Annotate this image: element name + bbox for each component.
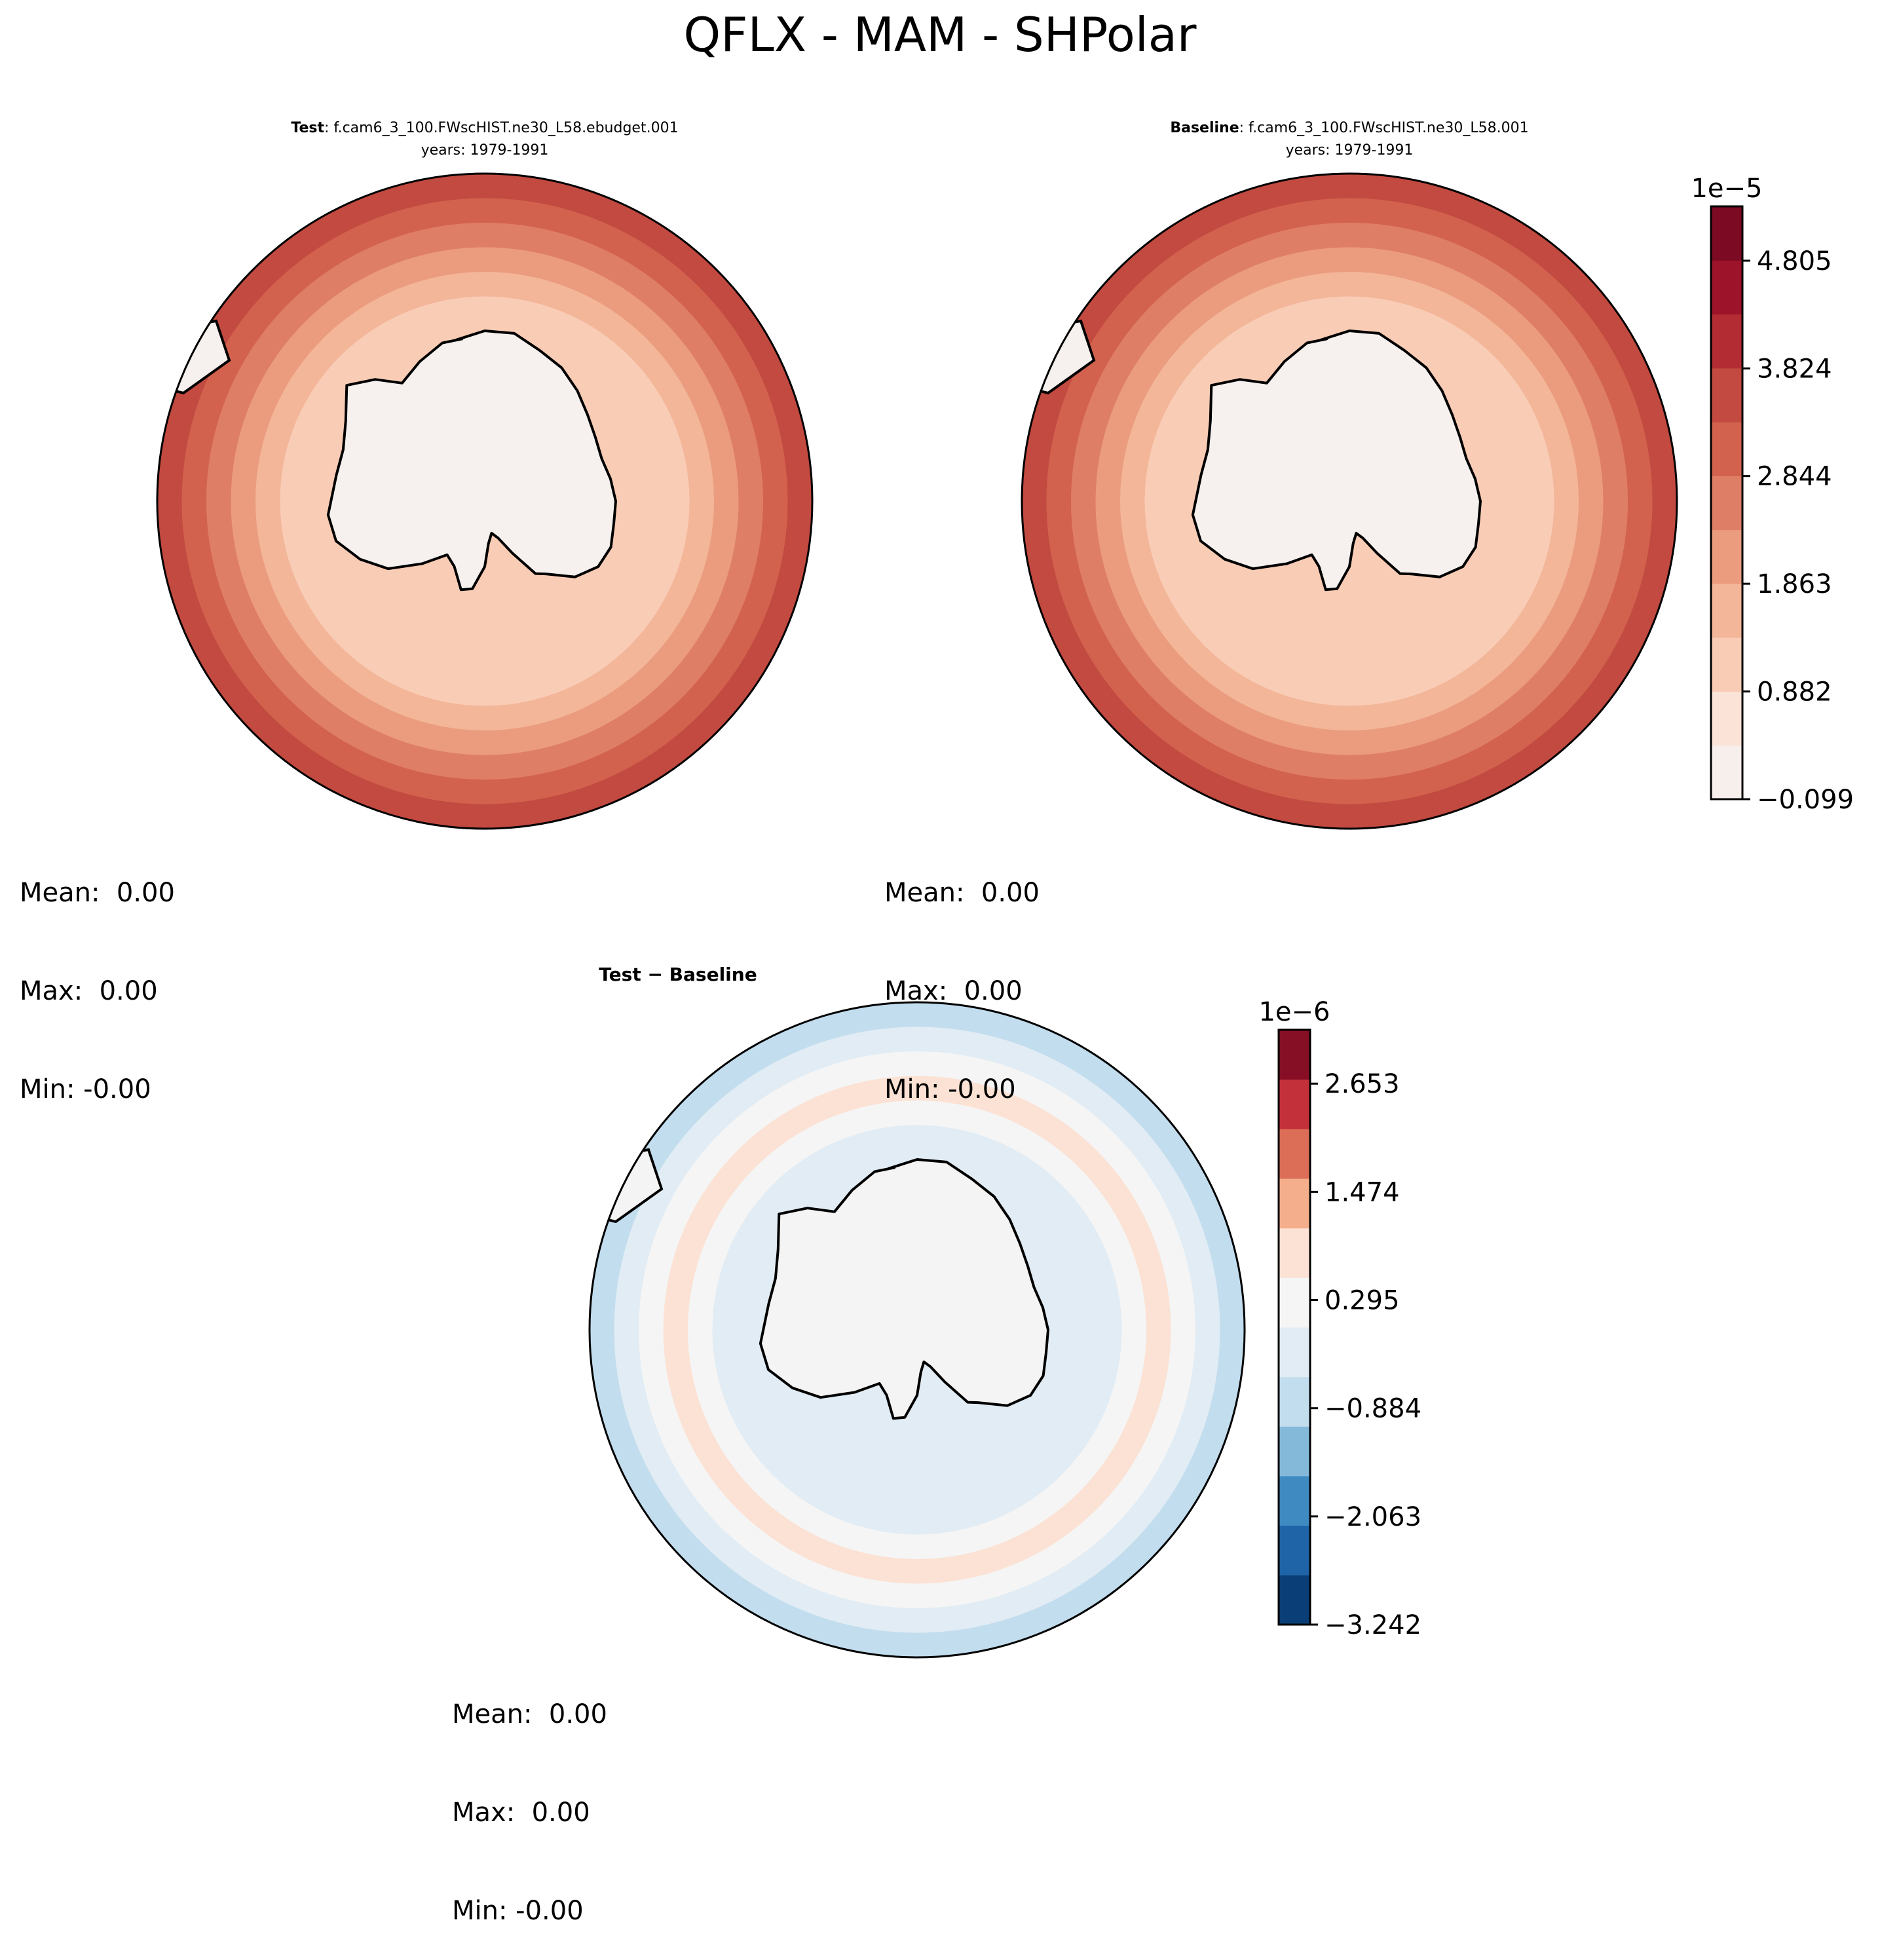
baseline-stats: Mean: 0.00 Max: 0.00 Min: -0.00 [884,811,1040,1139]
colorbar-tick-label: 0.295 [1325,1286,1400,1316]
colorbar-tick-label: 0.882 [1757,677,1832,707]
colorbar-tick-label: −0.099 [1757,785,1854,815]
baseline-min: Min: -0.00 [884,1074,1016,1104]
colorbar-tick-label: −2.063 [1325,1502,1421,1532]
antarctica-landmass [326,330,617,592]
colorbar-segment [1279,1476,1310,1526]
baseline-panel-years: years: 1979-1991 [1286,142,1414,159]
colorbar-segment [1279,1178,1310,1229]
test-max: Max: 0.00 [20,976,158,1006]
baseline-panel-title: Baseline: f.cam6_3_100.FWscHIST.ne30_L58… [1170,120,1528,136]
antarctica-landmass [759,1158,1049,1420]
figure: QFLX - MAM - SHPolar Test: f.cam6_3_100.… [156,7,1854,1659]
baseline-max: Max: 0.00 [884,976,1023,1006]
colorbar-segment [1279,1277,1310,1328]
colorbar-segment [1711,745,1742,800]
colorbar-tick-label: 1.863 [1757,569,1832,599]
map-boundary [1021,172,1678,830]
colorbar-segment [1711,260,1742,315]
colorbar-segment [1711,422,1742,476]
colorbar-scale-label: 1e−5 [1691,174,1762,204]
colorbar-tick-label: 4.805 [1757,246,1832,276]
diff-mean: Mean: 0.00 [452,1699,607,1729]
colorbar-tick-label: −3.242 [1325,1610,1421,1640]
colorbar-segment [1711,529,1742,584]
map-boundary [156,172,814,830]
colorbar-segment [1279,1228,1310,1278]
colorbar-absolute: −0.099 0.882 1.863 2.844 3.824 4.805 1e−5 [1691,174,1854,815]
colorbar-tick-label: −0.884 [1325,1394,1421,1424]
map-boundary [588,1001,1246,1659]
colorbar-segment [1279,1525,1310,1575]
test-mean: Mean: 0.00 [20,878,175,908]
colorbar-segment [1711,314,1742,369]
test-min: Min: -0.00 [20,1074,151,1104]
colorbar-segment [1279,1079,1310,1129]
colorbar-segment [1711,368,1742,423]
colorbar-segment [1279,1376,1310,1427]
colorbar-segment [1711,476,1742,531]
colorbar-scale-label: 1e−6 [1258,997,1330,1027]
colorbar-tick-label: 2.653 [1325,1069,1400,1099]
diff-panel-title: Test − Baseline [599,964,757,985]
colorbar-segment [1279,1327,1310,1378]
baseline-mean: Mean: 0.00 [884,878,1040,908]
colorbar-tick-label: 3.824 [1757,354,1832,384]
antarctica-landmass [1191,330,1482,592]
figure-title: QFLX - MAM - SHPolar [684,7,1197,62]
test-map [156,172,814,830]
test-stats: Mean: 0.00 Max: 0.00 Min: -0.00 [20,811,175,1139]
colorbar-segment [1279,1030,1310,1080]
colorbar-segment [1711,691,1742,746]
colorbar-segment [1711,583,1742,638]
diff-stats: Mean: 0.00 Max: 0.00 Min: -0.00 [452,1632,607,1960]
colorbar-difference: −3.242 −2.063 −0.884 0.295 1.474 2.653 1e−6 [1258,997,1421,1640]
diff-max: Max: 0.00 [452,1798,590,1828]
colorbar-tick-label: 2.844 [1757,462,1832,492]
test-panel-title: Test: f.cam6_3_100.FWscHIST.ne30_L58.ebu… [291,120,678,136]
baseline-map [1021,172,1678,830]
test-panel-years: years: 1979-1991 [421,142,549,159]
colorbar-segment [1711,637,1742,692]
colorbar-segment [1279,1426,1310,1477]
diff-min: Min: -0.00 [452,1896,584,1926]
diff-map [588,1001,1246,1659]
colorbar-segment [1279,1129,1310,1179]
colorbar-tick-label: 1.474 [1325,1177,1400,1207]
colorbar-segment [1279,1575,1310,1625]
colorbar-segment [1711,206,1742,261]
